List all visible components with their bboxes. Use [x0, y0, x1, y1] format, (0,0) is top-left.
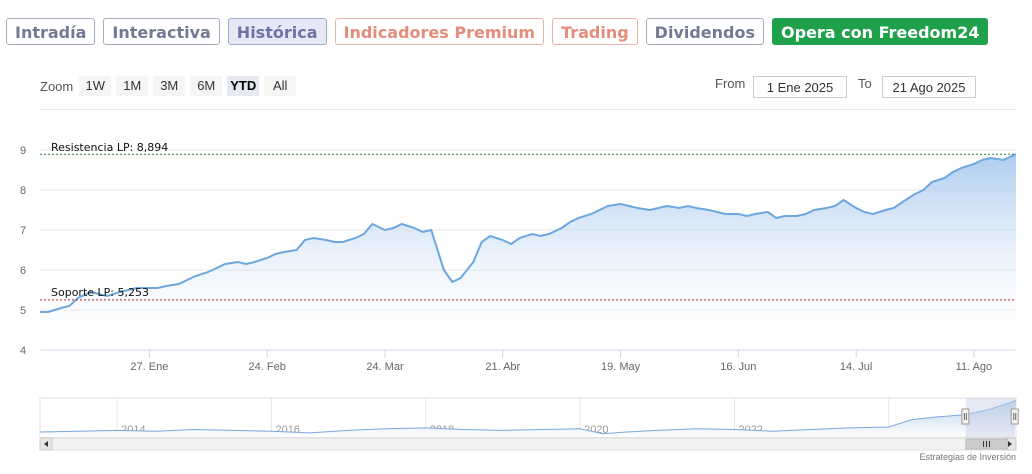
y-tick-label: 9	[20, 145, 26, 157]
x-tick-label: 16. Jun	[720, 361, 756, 373]
zoom-bar: Zoom 1W 1M 3M 6M YTD All	[40, 76, 301, 96]
zoom-1w-button[interactable]: 1W	[79, 76, 112, 96]
tab-indicadores-premium[interactable]: Indicadores Premium	[334, 18, 545, 45]
tab-interactiva[interactable]: Interactiva	[103, 18, 220, 45]
tab-hist-rica[interactable]: Histórica	[227, 18, 327, 45]
support-label: Soporte LP: 5,253	[51, 286, 149, 299]
from-date-input[interactable]: 1 Ene 2025	[753, 76, 847, 98]
price-line	[40, 153, 1017, 313]
navigator-area	[40, 400, 1016, 437]
zoom-ytd-button[interactable]: YTD	[227, 76, 260, 96]
tab-dividendos[interactable]: Dividendos	[645, 18, 764, 45]
toolbar-divider	[40, 109, 1016, 110]
zoom-6m-button[interactable]: 6M	[190, 76, 223, 96]
x-tick-label: 14. Jul	[840, 361, 872, 373]
navigator-line	[39, 400, 1017, 435]
from-label: From	[715, 76, 746, 91]
x-tick-label: 21. Abr	[485, 361, 520, 373]
y-tick-label: 5	[20, 305, 26, 317]
zoom-label: Zoom	[40, 78, 74, 94]
scrollbar-track[interactable]	[39, 437, 1017, 451]
tab-intrad-a[interactable]: Intradía	[6, 18, 96, 45]
y-tick-label: 4	[20, 345, 26, 357]
tab-bar: Intradía Interactiva Histórica Indicadores …	[6, 18, 989, 45]
navigator-left-handle[interactable]	[961, 408, 970, 425]
credits[interactable]: Estrategias de Inversión	[919, 452, 1016, 462]
x-tick-label: 11. Ago	[956, 361, 993, 373]
navigator-right-handle[interactable]	[1010, 408, 1019, 425]
y-tick-label: 7	[20, 225, 26, 237]
x-tick-label: 27. Ene	[130, 361, 168, 373]
y-tick-label: 8	[20, 185, 26, 197]
tab-trading[interactable]: Trading	[552, 18, 638, 45]
resistance-label: Resistencia LP: 8,894	[51, 141, 168, 154]
x-tick-label: 19. May	[601, 361, 641, 373]
price-area	[40, 154, 1016, 350]
x-tick-label: 24. Mar	[366, 361, 404, 373]
to-date-input[interactable]: 21 Ago 2025	[882, 76, 976, 98]
arrow-right-icon	[1008, 441, 1012, 447]
navigator-selection[interactable]	[965, 398, 1016, 437]
y-tick-label: 6	[20, 265, 26, 277]
zoom-1m-button[interactable]: 1M	[116, 76, 149, 96]
tab-opera-con-freedom24[interactable]: Opera con Freedom24	[772, 18, 989, 45]
to-label: To	[858, 76, 872, 91]
zoom-3m-button[interactable]: 3M	[153, 76, 186, 96]
zoom-all-button[interactable]: All	[264, 76, 297, 96]
arrow-left-icon	[44, 441, 48, 447]
x-tick-label: 24. Feb	[249, 361, 286, 373]
